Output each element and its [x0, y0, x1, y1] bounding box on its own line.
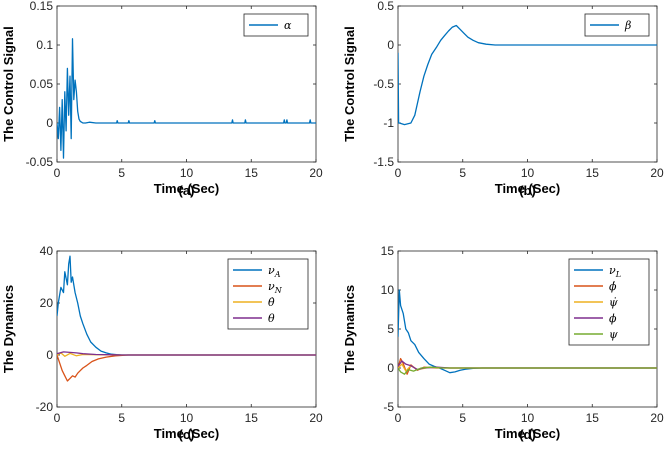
y-tick-label: 40: [40, 244, 54, 258]
legend-entry: νA: [268, 264, 281, 279]
y-tick-label: 15: [381, 244, 395, 258]
x-tick-label: 5: [459, 166, 466, 180]
series-line-4: [57, 351, 316, 356]
y-tick-label: 0.1: [36, 38, 53, 52]
legend-entry: νL: [609, 264, 621, 279]
y-tick-label: 0: [387, 38, 394, 52]
x-tick-label: 20: [650, 166, 664, 180]
legend-entry: ψ: [609, 328, 618, 341]
x-tick-label: 10: [521, 411, 535, 425]
y-tick-label: -5: [383, 400, 394, 414]
legend-entry: θ: [268, 312, 275, 325]
y-tick-label: 0.05: [30, 77, 54, 91]
series-line-2: [57, 354, 316, 382]
subfigure-caption: (a): [179, 183, 195, 198]
y-tick-label: -1: [383, 116, 394, 130]
x-tick-label: 15: [245, 166, 259, 180]
y-axis-label: The Control Signal: [342, 26, 357, 142]
series-line-1: [398, 24, 657, 126]
chart-b: 0 5 10 15 20 -1.5 -1 -0.5 0 0.5 Time (Sec) The Cont…: [342, 0, 664, 198]
legend-entry: θ̇: [268, 296, 275, 309]
y-tick-label: 0.5: [377, 0, 394, 13]
series-line-5: [398, 366, 657, 375]
legend-entry: ϕ̇: [609, 280, 617, 293]
x-tick-label: 10: [180, 411, 194, 425]
subfigure-caption: (d): [519, 427, 536, 442]
x-tick-label: 5: [459, 411, 466, 425]
x-axis-label: Time (Sec): [154, 426, 220, 441]
subfigure-caption: (c): [179, 427, 195, 442]
x-tick-label: 20: [650, 411, 664, 425]
legend-entry: νN: [268, 280, 283, 295]
y-tick-label: -20: [36, 400, 54, 414]
x-tick-label: 0: [395, 411, 402, 425]
y-tick-label: 0: [46, 348, 53, 362]
y-tick-label: 5: [387, 322, 394, 336]
subfigure-caption: (b): [519, 183, 536, 198]
y-tick-label: -0.5: [373, 77, 394, 91]
x-tick-label: 10: [180, 166, 194, 180]
y-tick-label: 10: [381, 283, 395, 297]
x-tick-label: 15: [586, 166, 600, 180]
x-axis-label: Time (Sec): [495, 181, 561, 196]
x-tick-label: 0: [54, 411, 61, 425]
x-tick-label: 0: [395, 166, 402, 180]
x-axis-label: Time (Sec): [495, 426, 561, 441]
y-tick-label: -1.5: [373, 155, 394, 169]
x-axis-label: Time (Sec): [154, 181, 220, 196]
x-tick-label: 5: [118, 166, 125, 180]
y-tick-label: -0.05: [26, 155, 54, 169]
x-tick-label: 5: [118, 411, 125, 425]
x-tick-label: 20: [309, 166, 323, 180]
x-tick-label: 15: [586, 411, 600, 425]
legend-entry: β: [624, 19, 631, 32]
y-tick-label: 0: [387, 361, 394, 375]
legend-entry: ψ̇: [609, 296, 618, 309]
y-axis-label: The Dynamics: [1, 285, 16, 373]
series-line-1: [57, 38, 316, 159]
legend-entry: ϕ: [609, 312, 617, 325]
y-tick-label: 20: [40, 296, 54, 310]
y-axis-label: The Dynamics: [342, 285, 357, 373]
x-tick-label: 15: [245, 411, 259, 425]
x-tick-label: 10: [521, 166, 535, 180]
y-tick-label: 0: [46, 116, 53, 130]
x-tick-label: 20: [309, 411, 323, 425]
legend-entry: α: [284, 19, 292, 32]
x-tick-label: 0: [54, 166, 61, 180]
y-tick-label: 0.15: [30, 0, 54, 13]
y-axis-label: The Control Signal: [1, 26, 16, 142]
